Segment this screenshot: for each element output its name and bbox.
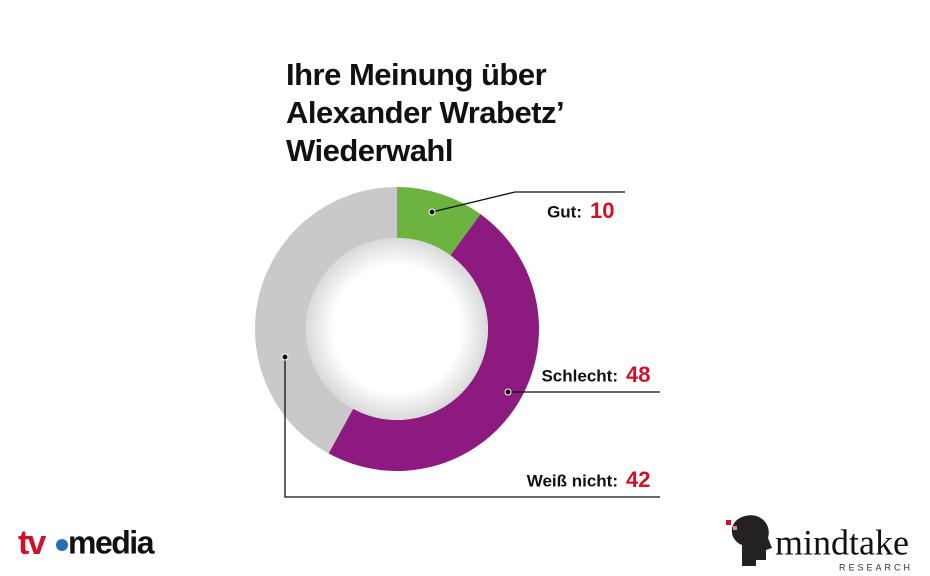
logo-text: media: [68, 524, 155, 560]
donut-slice: [328, 214, 540, 472]
category-label: Weiß nicht:: [527, 471, 618, 490]
chart-title: Wiederwahl: [286, 133, 453, 168]
value-label: 48: [626, 362, 650, 387]
labels: Gut: 10 Schlecht: 48 Weiß nicht: 42: [281, 191, 660, 498]
value-label: 10: [590, 198, 614, 223]
category-label: Schlecht:: [541, 366, 618, 385]
leader-line: [284, 357, 660, 498]
leader-dot: [281, 353, 289, 361]
category-label: Gut:: [547, 202, 582, 221]
logo-sub: RESEARCH: [839, 562, 913, 572]
logo-text: mindtake: [775, 522, 909, 562]
leader-line: [431, 191, 625, 213]
logo-tvmedia: tv media: [18, 524, 156, 562]
logo-head: [731, 515, 772, 566]
leader-dot: [428, 208, 436, 216]
logo-pixel: [726, 520, 731, 525]
logo-text: tv: [18, 524, 46, 562]
value-label: 42: [626, 467, 650, 492]
donut-hole: [306, 238, 488, 420]
donut-slice: [254, 187, 397, 454]
logo-pixel: [733, 526, 737, 530]
chart-title: Alexander Wrabetz’: [286, 95, 564, 130]
donut-slice: [397, 187, 481, 256]
donut: [254, 187, 540, 472]
chart-title: Ihre Meinung über: [286, 57, 547, 92]
logo-globe: [56, 539, 68, 551]
logo-mindtake: mindtake RESEARCH: [726, 515, 913, 572]
leader-dot: [504, 388, 512, 396]
